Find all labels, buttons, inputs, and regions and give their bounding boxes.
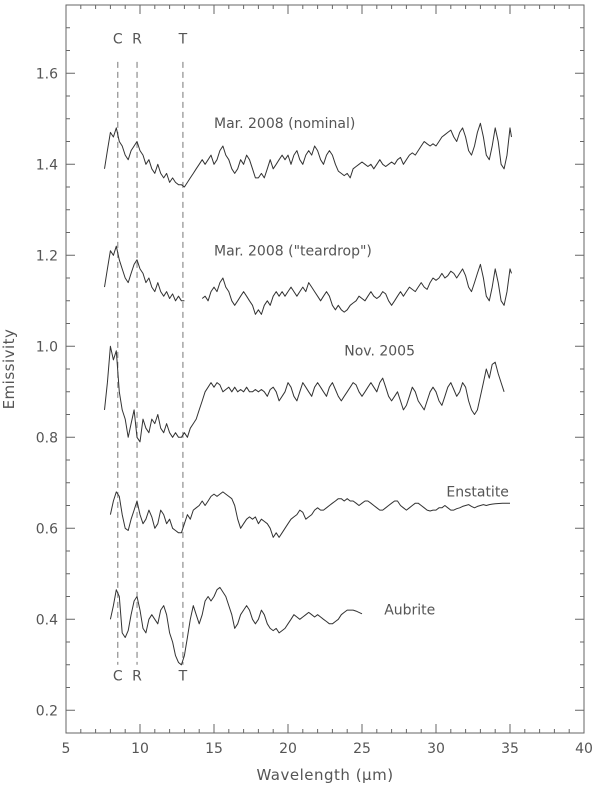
feature-marker-label-bottom-t: T	[178, 669, 188, 685]
x-tick-label: 15	[205, 741, 223, 757]
series-line-enstatite-1	[109, 491, 510, 538]
x-tick-label: 5	[62, 741, 71, 757]
feature-marker-label-top-r: R	[132, 32, 142, 48]
feature-marker-label-bottom-r: R	[132, 669, 142, 685]
feature-marker-label-top-c: C	[113, 32, 123, 48]
series-label-mar-2008-nominal: Mar. 2008 (nominal)	[214, 116, 355, 132]
y-tick-label: 1.4	[36, 157, 58, 173]
x-tick-label: 35	[501, 741, 519, 757]
series-line-mar-2008-teardrop-1	[104, 245, 185, 302]
y-tick-label: 0.2	[36, 703, 58, 719]
y-tick-label: 0.4	[36, 612, 58, 628]
feature-marker-label-bottom-c: C	[113, 669, 123, 685]
series-line-aubrite-1	[109, 586, 363, 666]
series-label-aubrite: Aubrite	[384, 603, 435, 619]
x-tick-label: 20	[279, 741, 297, 757]
x-tick-label: 30	[427, 741, 445, 757]
x-axis-title: Wavelength (μm)	[256, 766, 393, 784]
y-tick-label: 0.8	[36, 430, 58, 446]
series-label-mar-2008-teardrop: Mar. 2008 ("teardrop")	[214, 243, 372, 259]
x-tick-label: 40	[575, 741, 593, 757]
y-tick-label: 1.6	[36, 66, 58, 82]
series-line-mar-2008-teardrop-2	[201, 263, 512, 315]
plot-frame	[65, 4, 585, 734]
y-tick-label: 1.0	[36, 339, 58, 355]
y-tick-label: 0.6	[36, 521, 58, 537]
series-labels-layer: Mar. 2008 (nominal) Mar. 2008 ("teardrop"…	[214, 116, 509, 619]
x-tick-label: 10	[131, 741, 149, 757]
x-tick-label: 25	[353, 741, 371, 757]
series-line-nov-2005-1	[104, 345, 505, 443]
series-label-nov-2005: Nov. 2005	[344, 343, 415, 359]
series-line-mar-2008-nominal-1	[104, 122, 512, 188]
series-label-enstatite: Enstatite	[446, 484, 509, 500]
series-layer	[104, 122, 512, 666]
ticks-layer: 5 10 15 20 25 30 35 40 0.2 0.4 0.6 0.8 1.0 1.2 1.4 1.6	[36, 5, 593, 757]
y-axis-title: Emissivity	[0, 329, 18, 410]
feature-marker-label-top-t: T	[178, 32, 188, 48]
y-tick-label: 1.2	[36, 248, 58, 264]
